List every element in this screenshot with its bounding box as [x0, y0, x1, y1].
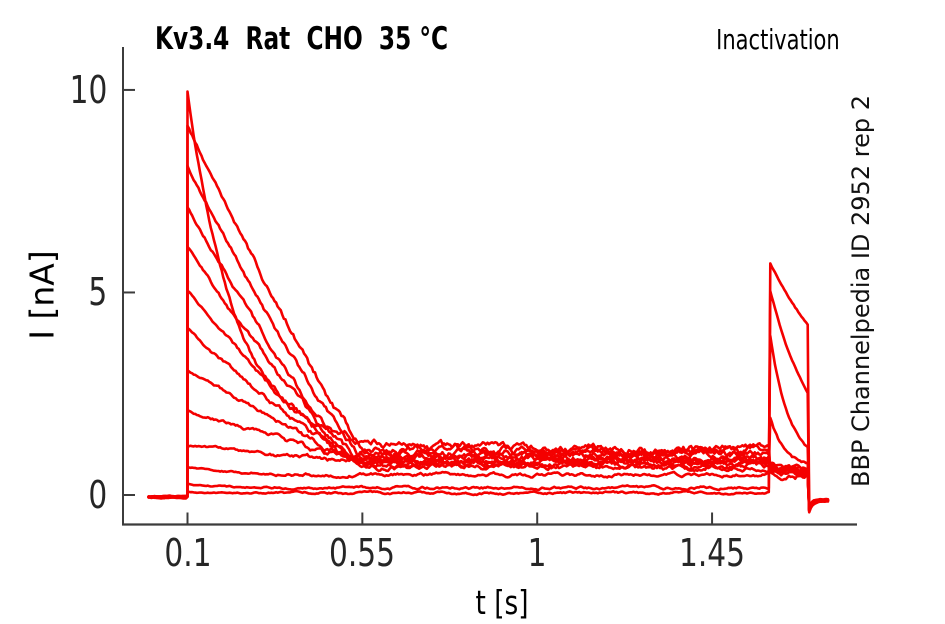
trace-sweep-12	[147, 124, 830, 513]
x-tick-label: 1.45	[679, 531, 746, 575]
x-axis-label: t [s]	[469, 586, 535, 619]
x-tick-label: 0.55	[329, 531, 396, 575]
trace-sweep-06	[147, 368, 830, 513]
y-axis-label-text: I [nA]	[22, 250, 62, 340]
x-tick-label: 1	[527, 531, 547, 575]
trace-sweep-02	[147, 289, 830, 513]
trace-sweep-03	[147, 334, 830, 511]
protocol-annotation: Inactivation	[675, 26, 840, 54]
y-tick-label: 5	[88, 270, 107, 315]
protocol-annotation-text: Inactivation	[716, 23, 840, 56]
x-tick-label: 0.1	[163, 531, 212, 575]
trace-sweep-05	[147, 408, 830, 512]
trace-sweep-11	[147, 164, 830, 512]
attribution-side-label-text: BBP Channelpedia ID 2952 rep 2	[847, 95, 875, 487]
x-axis-label-text: t [s]	[475, 583, 529, 622]
trace-sweep-13	[147, 90, 830, 510]
y-tick-label: 0	[88, 472, 107, 517]
chart-title: Kv3.4 Rat CHO 35 °C	[155, 24, 546, 55]
y-tick-label: 10	[69, 67, 107, 112]
trace-sweep-07	[147, 326, 830, 511]
trace-sweep-01	[147, 262, 830, 511]
trace-sweep-08	[147, 289, 830, 512]
chart-title-text: Kv3.4 Rat CHO 35 °C	[155, 21, 449, 57]
